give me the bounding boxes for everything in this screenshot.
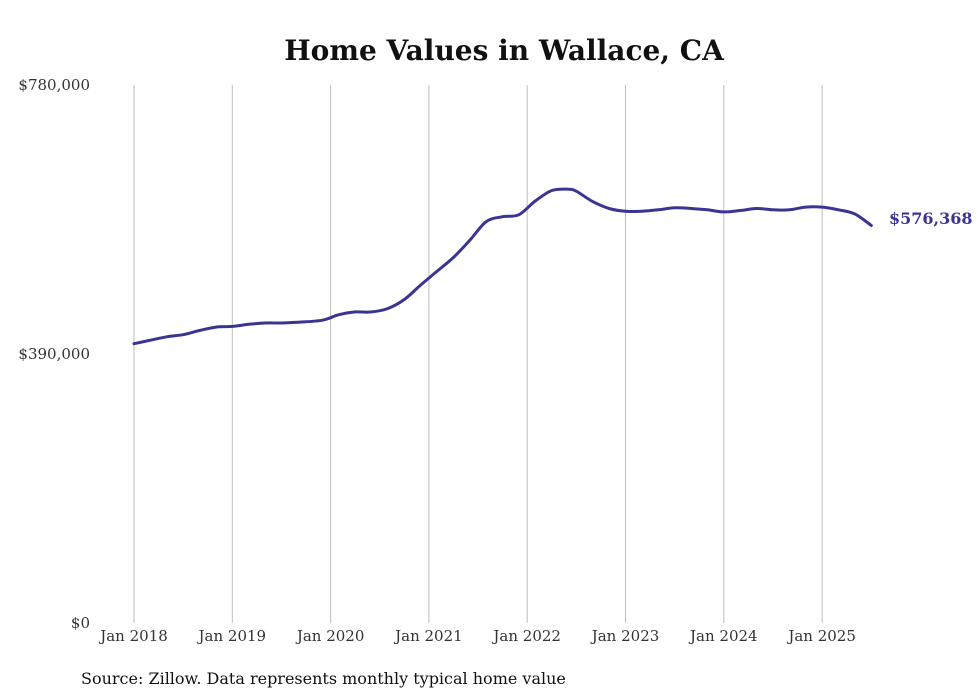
x-tick-label-2018-01: Jan 2018: [98, 627, 168, 645]
x-tick-label-2024-01: Jan 2024: [688, 627, 758, 645]
y-tick-label-780000: $780,000: [18, 76, 90, 94]
grid-lines: [133, 85, 823, 623]
y-tick-label-0: $0: [71, 614, 90, 632]
x-tick-label-2025-01: Jan 2025: [786, 627, 856, 645]
x-axis-ticks: Jan 2018 Jan 2019 Jan 2020 Jan 2021 Jan 2022…: [98, 627, 856, 645]
source-note: Source: Zillow. Data represents monthly …: [81, 669, 566, 688]
y-tick-label-390000: $390,000: [18, 345, 90, 363]
x-tick-label-2023-01: Jan 2023: [590, 627, 660, 645]
chart-title: Home Values in Wallace, CA: [284, 34, 725, 67]
x-tick-label-2021-01: Jan 2021: [393, 627, 463, 645]
y-axis-ticks: $780,000 $390,000 $0: [18, 76, 90, 632]
end-value-label: $576,368: [889, 209, 973, 228]
home-value-line: [132, 187, 873, 346]
x-tick-label-2020-01: Jan 2020: [295, 627, 365, 645]
x-tick-label-2022-01: Jan 2022: [491, 627, 561, 645]
x-tick-label-2019-01: Jan 2019: [197, 627, 267, 645]
